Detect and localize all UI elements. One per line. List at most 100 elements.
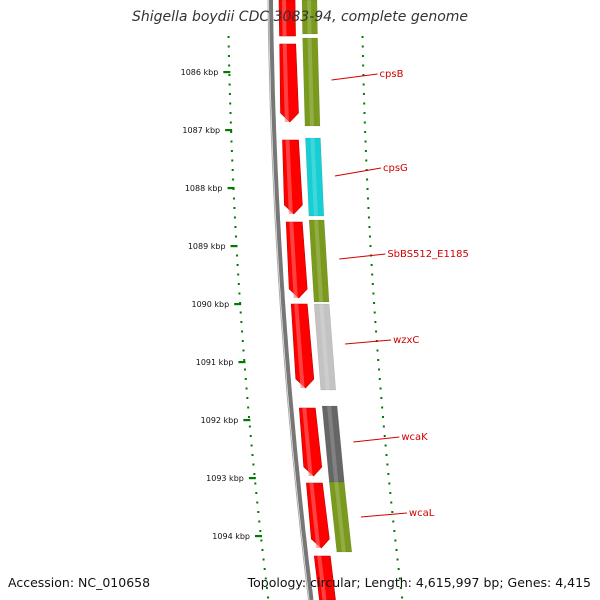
track-dot	[384, 444, 387, 447]
track-dot	[364, 150, 367, 152]
gene-label-wzxc: wzxC	[393, 335, 419, 346]
tick-label: 1093 kbp	[206, 474, 244, 483]
track-dot	[376, 349, 379, 352]
cds-arrow	[282, 139, 303, 215]
track-dot	[363, 112, 366, 114]
track-dot	[257, 511, 260, 513]
track-dot	[252, 463, 255, 466]
cog-block	[321, 405, 345, 483]
track-dot	[234, 226, 237, 228]
track-dot	[232, 178, 235, 181]
cds-highlight	[282, 0, 287, 36]
gene-leader-line	[334, 167, 382, 177]
track-dot	[371, 273, 374, 276]
track-dot	[375, 330, 378, 333]
track-dot	[398, 577, 401, 580]
track-dot	[361, 55, 364, 57]
track-dot	[247, 416, 250, 418]
track-dot	[394, 539, 397, 542]
track-dot	[387, 473, 390, 475]
track-dot	[377, 359, 380, 361]
track-dot	[385, 454, 388, 456]
track-dot	[233, 207, 236, 209]
track-dot	[228, 74, 231, 76]
track-dot	[253, 473, 256, 475]
track-dot	[365, 159, 368, 162]
track-dot	[361, 45, 364, 48]
tick-label: 1094 kbp	[212, 532, 250, 541]
tick-label: 1091 kbp	[196, 358, 234, 367]
track-dot	[232, 197, 235, 200]
tick-mark	[234, 303, 242, 306]
tick-mark	[243, 419, 251, 422]
track-dot	[241, 330, 244, 333]
track-dot	[234, 235, 237, 238]
track-dot	[243, 368, 246, 371]
genome-summary-text: Topology: circular; Length: 4,615,997 bp…	[247, 575, 591, 590]
tick-label: 1092 kbp	[201, 416, 239, 425]
tick-mark	[230, 245, 238, 248]
track-dot	[370, 264, 373, 266]
tick-label: 1087 kbp	[182, 126, 220, 135]
track-dot	[262, 558, 265, 561]
track-dot	[256, 501, 259, 504]
gene-leader-line	[353, 436, 400, 443]
gene-label-cpsb: cpsB	[380, 69, 404, 80]
position-ticks: 1086 kbp 1087 kbp 1088 kbp 1089 kbp 1090 kbp…	[181, 68, 263, 541]
cog-block	[328, 481, 353, 553]
map-title: Shigella boydii CDC 3083-94, complete ge…	[131, 9, 469, 25]
track-dot	[390, 501, 393, 504]
track-dot	[381, 416, 384, 418]
track-dot	[229, 102, 232, 105]
track-dot	[364, 140, 367, 143]
track-dot	[240, 321, 243, 323]
track-dot	[247, 406, 250, 409]
track-dot	[381, 406, 384, 409]
cds-highlight	[294, 304, 305, 388]
cog-track	[301, 0, 353, 553]
cog-block	[301, 0, 318, 35]
cds-highlight	[302, 408, 313, 476]
track-dot	[396, 558, 399, 561]
track-dot	[367, 216, 370, 219]
track-dot	[366, 188, 369, 190]
track-dot	[254, 482, 257, 485]
track-dot	[264, 577, 267, 580]
cog-highlight	[319, 304, 330, 390]
track-dot	[230, 140, 233, 143]
track-dot	[228, 64, 231, 67]
track-dot	[236, 254, 239, 257]
cog-highlight	[327, 406, 339, 482]
track-dot	[379, 387, 382, 390]
track-dot	[367, 207, 370, 209]
cog-block	[305, 137, 325, 217]
cds-highlight	[309, 483, 321, 548]
cds-track	[278, 0, 336, 600]
gene-leader-line	[331, 73, 378, 81]
track-dot	[401, 596, 404, 599]
accession-text: Accession: NC_010658	[8, 575, 151, 590]
track-dot	[237, 283, 240, 285]
track-dot	[362, 64, 365, 67]
backbone-line	[269, 0, 314, 600]
tick-mark	[227, 187, 235, 190]
track-dot	[243, 359, 246, 361]
track-dot	[393, 530, 396, 532]
gene-label-wcal: wcaL	[409, 508, 435, 519]
track-dot	[377, 368, 380, 371]
track-dot	[258, 520, 261, 523]
track-dot	[228, 93, 231, 95]
track-dot	[363, 102, 366, 105]
track-dot	[248, 425, 251, 428]
track-dot	[363, 121, 366, 124]
gene-label-cpsg: cpsG	[383, 163, 408, 174]
track-dot	[374, 321, 377, 323]
gene-labels: cpsB cpsG SbBS512_E1185 wzxC wcaK wcaL	[331, 69, 469, 519]
track-dot	[263, 568, 266, 570]
track-dot	[242, 349, 245, 352]
track-dot	[229, 112, 232, 114]
gene-leader-line	[360, 512, 407, 518]
track-dot	[228, 83, 231, 86]
